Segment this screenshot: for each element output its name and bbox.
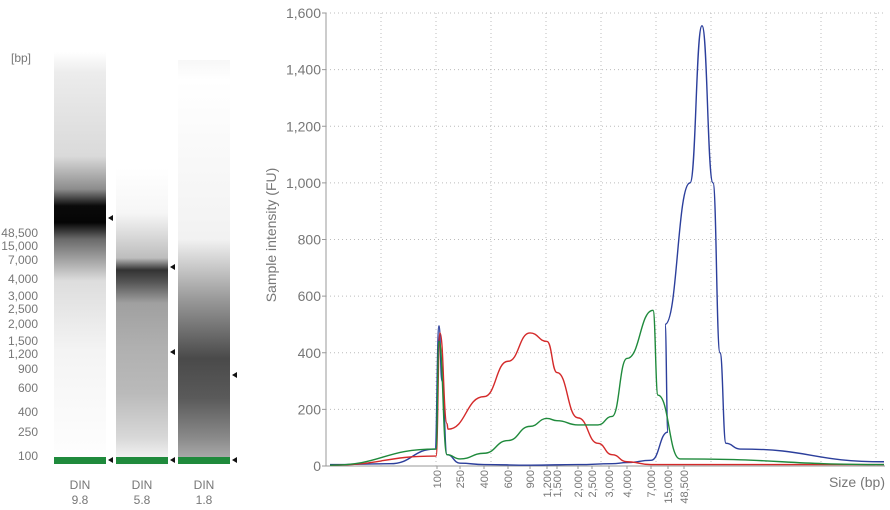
x-tick-label: 48,500 [679, 470, 691, 504]
x-tick-label: 250 [455, 470, 467, 488]
gel-band-pointer-lane-2 [170, 264, 175, 270]
gel-lane-1 [54, 52, 106, 468]
gel-ladder-label: 2,000 [8, 317, 38, 331]
y-tick-label: 800 [298, 232, 322, 248]
din-label-lane-1: DIN [70, 478, 91, 492]
gel-ladder-label: 3,000 [8, 289, 38, 303]
x-tick-label: 400 [479, 470, 491, 488]
y-tick-label: 1,400 [286, 62, 321, 78]
gel-marker-pointer-lane-3 [232, 457, 237, 463]
y-tick-label: 200 [298, 401, 322, 417]
gel-ladder-label: 48,500 [1, 226, 38, 240]
gel-ladder-label: 4,000 [8, 272, 38, 286]
series-line-2 [329, 332, 884, 466]
din-label-lane-2: DIN [132, 478, 153, 492]
gel-lane-2 [116, 168, 168, 468]
gel-marker-pointer-lane-1 [108, 457, 113, 463]
gel-marker-band-2 [116, 457, 168, 464]
y-axis-title: Sample intensity (FU) [263, 168, 279, 303]
din-value-lane-1: 9.8 [72, 493, 89, 507]
gel-ladder-label: 1,200 [8, 347, 38, 361]
y-tick-label: 1,200 [286, 118, 321, 134]
gel-ladder-label: 100 [18, 449, 38, 463]
gel-unit-label: [bp] [11, 51, 31, 65]
gel-ladder-label: 1,500 [8, 334, 38, 348]
din-value-lane-3: 1.8 [196, 493, 213, 507]
x-axis-title: Size (bp) [829, 474, 885, 490]
gel-ladder-label: 900 [18, 362, 38, 376]
gel-ladder-label: 15,000 [1, 239, 38, 253]
x-tick-label: 15,000 [663, 470, 675, 504]
series-line-1 [329, 25, 885, 466]
gel-marker-pointer-lane-2 [170, 457, 175, 463]
gel-image: [bp] 48,500 15,000 7,000 4,000 3,000 2,5… [1, 51, 237, 507]
y-tick-label: 1,000 [286, 175, 321, 191]
x-tick-label: 2,500 [587, 470, 599, 498]
gel-lane-3 [178, 60, 230, 458]
x-tick-label: 1,500 [552, 470, 564, 498]
series-line-3 [329, 309, 885, 466]
x-tick-label: 600 [503, 470, 515, 488]
x-tick-label: 4,000 [622, 470, 634, 498]
x-tick-label: 7,000 [646, 470, 658, 498]
gel-band-pointer-lane-3 [232, 372, 237, 378]
gel-marker-band-3 [178, 457, 230, 464]
gel-band-pointer-lane-2b [170, 349, 175, 355]
x-tick-label: 2,000 [573, 470, 585, 498]
x-tick-label: 1,200 [542, 470, 554, 498]
gel-ladder-label: 2,500 [8, 302, 38, 316]
y-tick-label: 0 [313, 458, 321, 474]
gel-ladder-label: 400 [18, 405, 38, 419]
x-tick-label: 900 [525, 470, 537, 488]
y-tick-label: 600 [298, 288, 322, 304]
din-value-lane-2: 5.8 [134, 493, 151, 507]
y-tick-label: 1,600 [286, 5, 321, 21]
x-tick-label: 100 [432, 470, 444, 488]
gel-ladder-label: 7,000 [8, 253, 38, 267]
gel-ladder-label: 600 [18, 381, 38, 395]
din-label-lane-3: DIN [194, 478, 215, 492]
gel-marker-band-1 [54, 457, 106, 464]
y-tick-label: 400 [298, 345, 322, 361]
gel-ladder-label: 250 [18, 425, 38, 439]
gel-band-pointer-lane-1 [108, 215, 113, 221]
x-tick-label: 3,000 [604, 470, 616, 498]
